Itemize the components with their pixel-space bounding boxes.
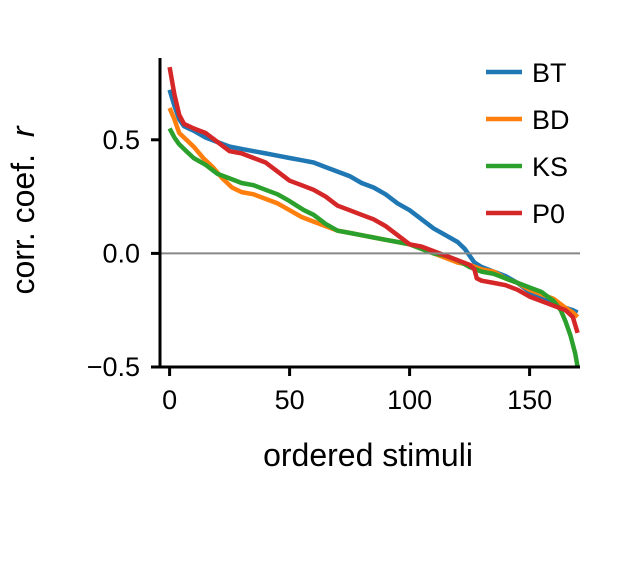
x-axis-ticks: 0 50 100 150: [162, 367, 552, 415]
x-tick-label: 150: [507, 385, 552, 415]
axes: −0.5 0.0 0.5 0 50 100 150: [87, 58, 580, 415]
legend: BT BD KS P0: [486, 58, 570, 229]
legend-label-p0: P0: [532, 199, 565, 229]
y-axis-ticks: −0.5 0.0 0.5: [87, 125, 160, 382]
y-axis-title-symbol: r: [5, 125, 41, 137]
x-axis-title: ordered stimuli: [263, 437, 473, 473]
legend-label-bt: BT: [532, 58, 567, 88]
x-tick-label: 50: [275, 385, 305, 415]
x-tick-label: 100: [387, 385, 432, 415]
x-tick-label: 0: [162, 385, 177, 415]
plot-area: [167, 66, 580, 368]
y-axis-title: corr. coef. r: [5, 125, 41, 294]
legend-label-ks: KS: [532, 152, 568, 182]
series-line-ks: [167, 127, 580, 368]
legend-label-bd: BD: [532, 105, 570, 135]
series-line-p0: [167, 66, 580, 334]
y-tick-label: 0.0: [102, 238, 140, 268]
y-tick-label: −0.5: [87, 352, 140, 382]
y-tick-label: 0.5: [102, 125, 140, 155]
series-line-bt: [167, 89, 579, 315]
y-axis-title-text: corr. coef.: [5, 154, 41, 295]
